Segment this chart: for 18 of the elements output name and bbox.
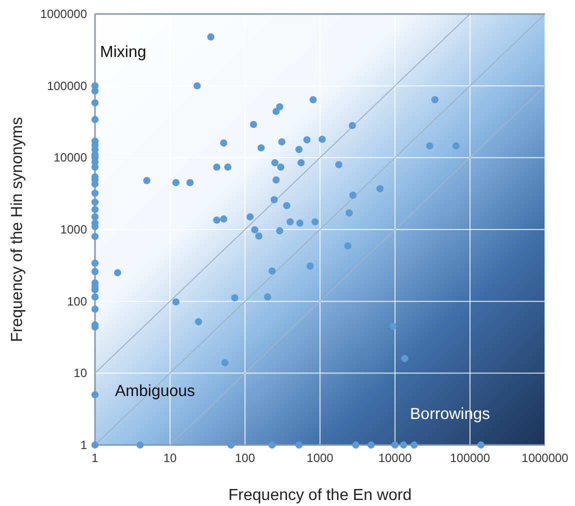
y-tick-label: 100	[66, 294, 88, 308]
x-tick-label: 100000	[450, 451, 490, 465]
x-tick-label: 10000	[378, 451, 412, 465]
y-tick-label: 1000	[60, 222, 88, 236]
x-tick-label: 10	[163, 451, 177, 465]
x-tick-label: 1000	[306, 451, 334, 465]
x-tick-label: 1000000	[522, 451, 569, 465]
x-tick-label: 100	[234, 451, 256, 465]
y-tick-label: 10	[74, 366, 88, 380]
y-tick-label: 10000	[54, 150, 88, 165]
x-axis-title: Frequency of the En word	[228, 487, 412, 504]
annotation: Mixing	[100, 44, 146, 61]
y-tick-label: 1000000	[40, 7, 88, 21]
x-tick-label: 1	[92, 451, 99, 465]
y-tick-label: 1	[80, 438, 88, 452]
annotation: Ambiguous	[115, 383, 196, 400]
y-axis-title: Frequency of the Hin synonyms	[9, 117, 26, 342]
y-tick-label: 100000	[46, 78, 88, 93]
